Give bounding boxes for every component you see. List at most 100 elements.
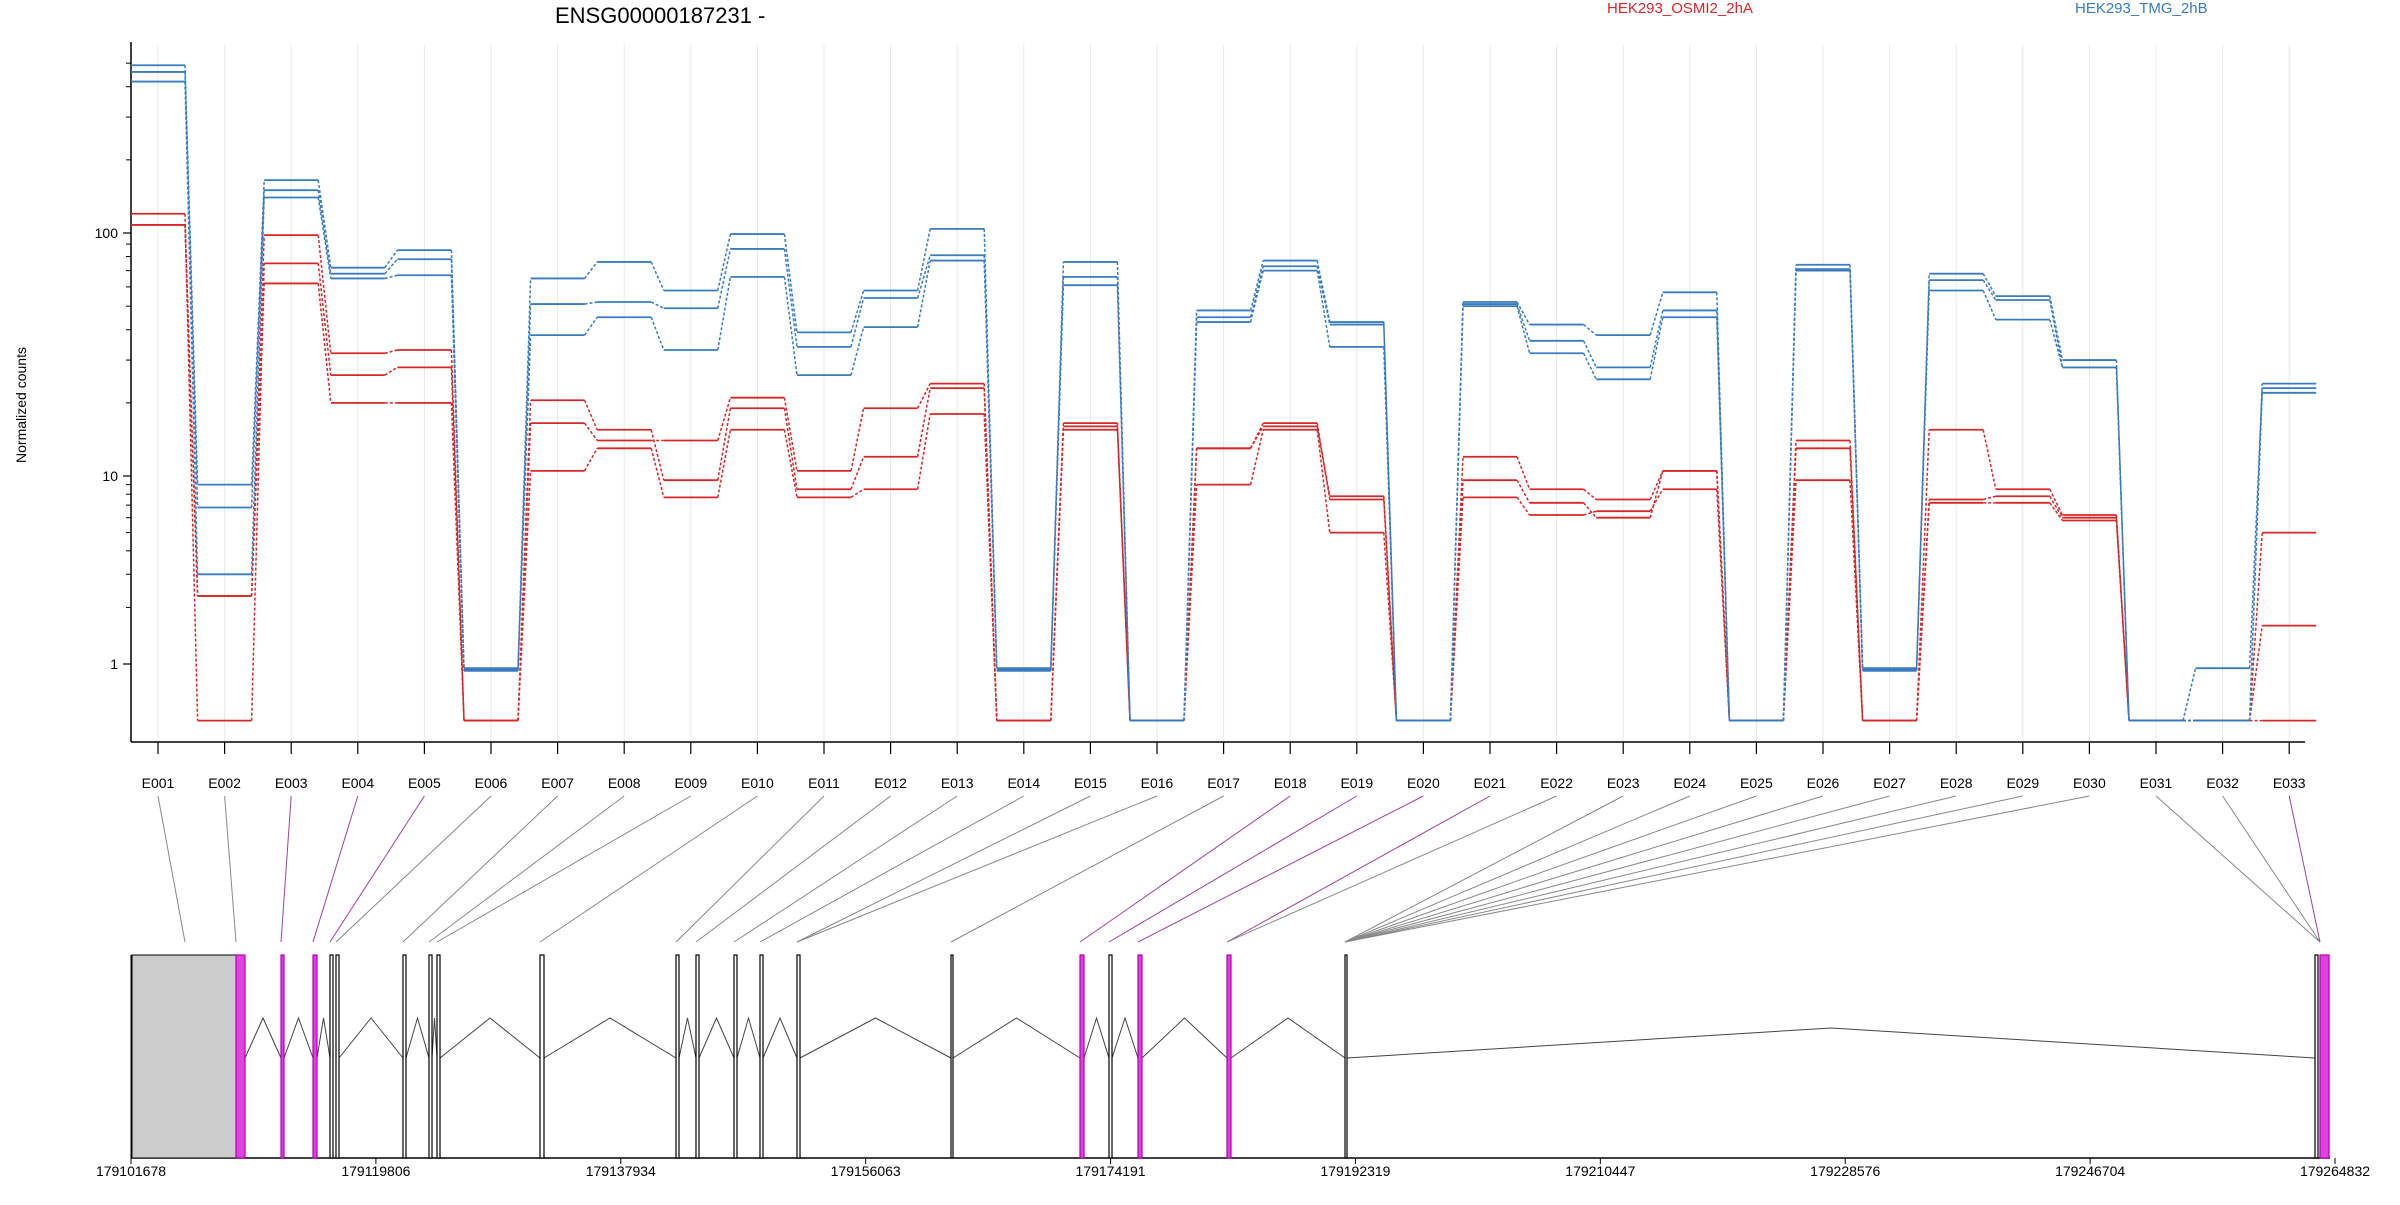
intron-line (439, 1017, 541, 1059)
exon-connector (428, 795, 625, 943)
series-connector (2049, 319, 2064, 368)
series-connector (317, 190, 332, 274)
series-connector (916, 260, 931, 328)
series-connector (1050, 285, 1065, 671)
series-connector (1782, 480, 1797, 721)
series-connector (584, 261, 598, 279)
exon-connector (1226, 795, 1491, 943)
exon-connector (157, 795, 186, 943)
series-connector (184, 71, 199, 508)
series-connector (1649, 470, 1664, 518)
x-tick-label: E023 (1607, 775, 1640, 791)
exon-box (539, 954, 545, 1159)
series-connector (317, 263, 332, 376)
series-connector (2248, 625, 2263, 721)
series-connector (783, 276, 798, 376)
series-connector (916, 387, 931, 457)
exon-box (2314, 954, 2319, 1159)
series-connector (1649, 470, 1664, 500)
y-tick-label: 10 (102, 468, 118, 484)
exon-box (675, 954, 680, 1159)
series-connector (650, 448, 665, 498)
series-connector (384, 366, 398, 376)
series-connector (1249, 426, 1264, 449)
genomic-tick-label: 179101678 (96, 1163, 166, 1179)
y-axis-label: Normalized counts (13, 347, 29, 463)
exon-box (131, 954, 237, 1159)
x-tick-label: E014 (1007, 775, 1040, 791)
intron-line (1083, 1016, 1110, 1059)
intron-line (698, 1016, 735, 1059)
exon-connector (1344, 795, 2023, 943)
series-connector (317, 180, 332, 268)
exon-box (402, 954, 407, 1159)
x-tick-label: E025 (1740, 775, 1773, 791)
series-connector (317, 283, 332, 403)
series-connector (1649, 292, 1664, 336)
x-tick-label: E032 (2206, 775, 2239, 791)
exon-connector (796, 795, 1158, 943)
exon-connector (1344, 795, 1624, 943)
exon-box (950, 954, 954, 1159)
series-connector (384, 249, 399, 269)
genomic-tick-label: 179192319 (1320, 1163, 1390, 1179)
series-connector (1915, 429, 1930, 721)
legend-entry: HEK293_TMG_2hB (2075, 0, 2208, 17)
x-tick-label: E022 (1540, 775, 1573, 791)
exon-connector (695, 795, 891, 943)
intron-line (1141, 1017, 1228, 1059)
x-tick-label: E021 (1474, 775, 1507, 791)
series-connector (650, 316, 665, 351)
series-connector (2248, 388, 2263, 669)
genomic-tick-label: 179264832 (2300, 1163, 2370, 1179)
series-connector (1583, 502, 1597, 519)
intron-line (431, 1017, 438, 1059)
exon-connector (402, 795, 558, 943)
intron-line (678, 1017, 697, 1059)
exon-box (796, 954, 801, 1159)
intron-line (1346, 1027, 2316, 1059)
series-connector (1383, 346, 1398, 721)
exon-box (312, 954, 318, 1159)
exon-connector (2222, 795, 2321, 943)
exon-box (1344, 954, 1348, 1159)
exon-box (695, 954, 700, 1159)
exon-box (280, 954, 285, 1159)
series-connector (1849, 480, 1864, 721)
series-connector (384, 258, 398, 275)
series-connector (1982, 290, 1997, 320)
series-connector (250, 190, 265, 508)
series-connector (250, 197, 265, 575)
x-tick-label: E015 (1074, 775, 1107, 791)
intron-line (244, 1016, 282, 1059)
series-connector (1983, 495, 1996, 501)
series-connector (1583, 323, 1597, 336)
series-connector (2049, 295, 2064, 361)
exon-box (1079, 954, 1085, 1159)
x-tick-label: E005 (408, 775, 441, 791)
genomic-tick-label: 179137934 (586, 1163, 656, 1179)
intron-line (762, 1016, 798, 1059)
series-connector (1582, 340, 1597, 368)
exon-connector (436, 795, 692, 943)
genomic-tick-label: 179156063 (831, 1163, 901, 1179)
series-connector (1449, 306, 1464, 721)
series-connector (583, 447, 598, 472)
series-connector (850, 488, 865, 498)
x-tick-label: E013 (941, 775, 974, 791)
x-tick-label: E012 (874, 775, 907, 791)
series-connector (450, 402, 465, 721)
series-connector (1649, 317, 1664, 380)
x-tick-label: E006 (475, 775, 508, 791)
series-connector (983, 228, 998, 669)
series-connector (1183, 484, 1198, 721)
series-connector (1516, 303, 1531, 342)
series-connector (2115, 517, 2130, 721)
series-connector (517, 470, 532, 721)
series-connector (850, 408, 865, 471)
exon-connector (1344, 795, 1890, 943)
exon-connector (1344, 795, 1690, 943)
series-connector (783, 408, 798, 490)
series-connector (650, 301, 665, 309)
